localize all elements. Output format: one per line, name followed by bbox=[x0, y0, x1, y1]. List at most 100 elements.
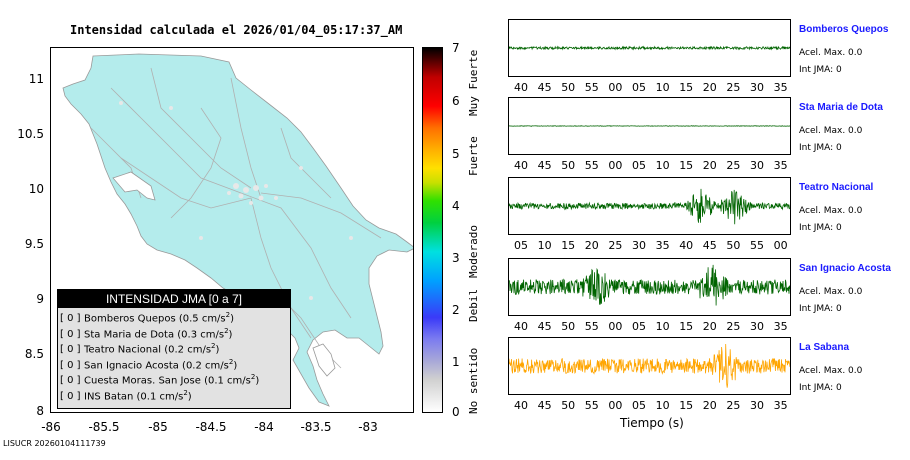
trace-panel bbox=[508, 337, 791, 395]
trace-time-tick: 20 bbox=[702, 399, 717, 412]
station-int-jma: Int JMA: 0 bbox=[799, 304, 842, 314]
map-title: Intensidad calculada el 2026/01/04_05:17… bbox=[70, 23, 403, 37]
time-axis-label: Tiempo (s) bbox=[620, 416, 684, 430]
trace-time-tick: 00 bbox=[773, 239, 788, 252]
trace-time-tick: 50 bbox=[726, 239, 741, 252]
map-xtick: -84.5 bbox=[195, 420, 227, 434]
colorbar-word-no-sentido: No sentido bbox=[467, 347, 480, 414]
urban-dots bbox=[119, 101, 353, 300]
map-xtick: -86 bbox=[41, 420, 61, 434]
trace-panel bbox=[508, 177, 791, 235]
trace-time-tick: 10 bbox=[655, 399, 670, 412]
colorbar-tick: 6 bbox=[452, 94, 460, 108]
trace-time-tick: 30 bbox=[750, 81, 764, 94]
map-xtick: -85.5 bbox=[88, 420, 120, 434]
costa-rica-map bbox=[62, 53, 413, 407]
trace-time-tick: 05 bbox=[632, 81, 646, 94]
intensity-colorbar bbox=[422, 47, 443, 413]
station-acel-max: Acel. Max. 0.0 bbox=[799, 48, 863, 58]
legend-intensity: [ 0 ] bbox=[60, 328, 81, 340]
trace-time-tick: 15 bbox=[679, 81, 694, 94]
legend-station: Cuesta Moras. San Jose (0.1 cm/s bbox=[84, 375, 251, 387]
trace-time-tick: 30 bbox=[750, 320, 764, 333]
legend-station: San Ignacio Acosta (0.2 cm/s bbox=[84, 359, 229, 371]
waveform bbox=[509, 45, 790, 51]
legend-station: INS Batan (0.1 cm/s bbox=[84, 390, 184, 402]
trace-time-tick: 10 bbox=[655, 81, 670, 94]
trace-time-tick: 45 bbox=[537, 81, 552, 94]
trace-time-tick: 25 bbox=[608, 239, 623, 252]
colorbar-word-fuerte: Fuerte bbox=[467, 136, 480, 176]
trace-time-tick: 55 bbox=[584, 399, 599, 412]
trace-time-tick: 40 bbox=[514, 399, 528, 412]
station-int-jma: Int JMA: 0 bbox=[799, 65, 842, 75]
map-xtick: -84 bbox=[254, 420, 274, 434]
trace-time-tick: 40 bbox=[679, 239, 694, 252]
map-ytick: 8.5 bbox=[24, 347, 44, 361]
legend-intensity: [ 0 ] bbox=[60, 313, 81, 325]
colorbar-word-moderado: Moderado bbox=[467, 225, 480, 278]
colorbar-tick: 1 bbox=[452, 355, 460, 369]
waveform bbox=[509, 264, 790, 306]
trace-time-tick: 40 bbox=[514, 81, 528, 94]
trace-time-tick: 10 bbox=[537, 239, 552, 252]
legend-row: [ 0 ] Sta Maria de Dota (0.3 cm/s2) bbox=[60, 327, 288, 343]
station-int-jma: Int JMA: 0 bbox=[799, 383, 842, 393]
legend-intensity: [ 0 ] bbox=[60, 344, 81, 356]
trace-time-tick: 15 bbox=[679, 159, 694, 172]
legend-close-paren: ) bbox=[233, 359, 238, 371]
trace-time-tick: 25 bbox=[726, 81, 741, 94]
trace-time-tick: 15 bbox=[561, 239, 576, 252]
golfo-dulce bbox=[312, 343, 336, 377]
legend-unit-exponent: 2 bbox=[250, 373, 256, 381]
trace-time-tick: 35 bbox=[773, 399, 788, 412]
trace-time-tick: 20 bbox=[584, 239, 599, 252]
legend-unit-exponent: 2 bbox=[183, 388, 188, 397]
map-ytick: 10 bbox=[28, 182, 44, 196]
legend-intensity: [ 0 ] bbox=[60, 390, 81, 402]
station-acel-max: Acel. Max. 0.0 bbox=[799, 206, 863, 216]
legend-station: Bomberos Quepos (0.5 cm/s bbox=[84, 313, 226, 325]
waveform bbox=[509, 188, 790, 225]
station-int-jma: Int JMA: 0 bbox=[799, 143, 842, 153]
colorbar-tick: 2 bbox=[452, 303, 460, 317]
trace-time-tick: 20 bbox=[702, 81, 717, 94]
legend-close-paren: ) bbox=[228, 328, 233, 340]
legend-unit-exponent: 2 bbox=[224, 326, 229, 335]
colorbar-word-muy-fuerte: Muy Fuerte bbox=[467, 49, 480, 116]
trace-time-tick: 55 bbox=[750, 239, 764, 252]
trace-time-tick: 30 bbox=[632, 239, 646, 252]
legend-station: Teatro Nacional (0.2 cm/s bbox=[84, 344, 212, 356]
trace-time-tick: 00 bbox=[608, 399, 623, 412]
trace-time-tick: 25 bbox=[726, 320, 741, 333]
trace-time-tick: 05 bbox=[632, 159, 646, 172]
map-ytick: 11 bbox=[28, 72, 44, 86]
legend-row: [ 0 ] Teatro Nacional (0.2 cm/s2) bbox=[60, 342, 288, 358]
trace-time-tick: 30 bbox=[750, 399, 764, 412]
legend-close-paren: ) bbox=[187, 390, 192, 402]
waveform bbox=[509, 343, 790, 388]
trace-time-tick: 30 bbox=[750, 159, 764, 172]
station-name: La Sabana bbox=[799, 342, 850, 353]
trace-time-tick: 35 bbox=[773, 320, 788, 333]
legend-intensity: [ 0 ] bbox=[60, 359, 81, 371]
map-xtick: -83 bbox=[358, 420, 378, 434]
trace-time-tick: 15 bbox=[679, 399, 694, 412]
legend-close-paren: ) bbox=[230, 313, 235, 325]
map-xtick: -85 bbox=[148, 420, 168, 434]
trace-time-tick: 45 bbox=[537, 159, 552, 172]
trace-time-tick: 40 bbox=[514, 320, 528, 333]
intensity-legend: INTENSIDAD JMA [0 a 7] [ 0 ] Bomberos Que… bbox=[57, 289, 291, 409]
trace-time-tick: 50 bbox=[561, 399, 576, 412]
station-name: Teatro Nacional bbox=[799, 182, 874, 193]
trace-time-tick: 15 bbox=[679, 320, 694, 333]
trace-time-tick: 20 bbox=[702, 320, 717, 333]
trace-time-tick: 35 bbox=[655, 239, 670, 252]
map-ytick: 9 bbox=[36, 292, 44, 306]
gulf-of-nicoya bbox=[112, 171, 156, 201]
station-acel-max: Acel. Max. 0.0 bbox=[799, 366, 863, 376]
legend-close-paren: ) bbox=[255, 375, 260, 387]
station-name: Sta Maria de Dota bbox=[799, 102, 883, 113]
trace-time-tick: 35 bbox=[773, 159, 788, 172]
legend-row: [ 0 ] Cuesta Moras. San Jose (0.1 cm/s2) bbox=[60, 373, 288, 389]
